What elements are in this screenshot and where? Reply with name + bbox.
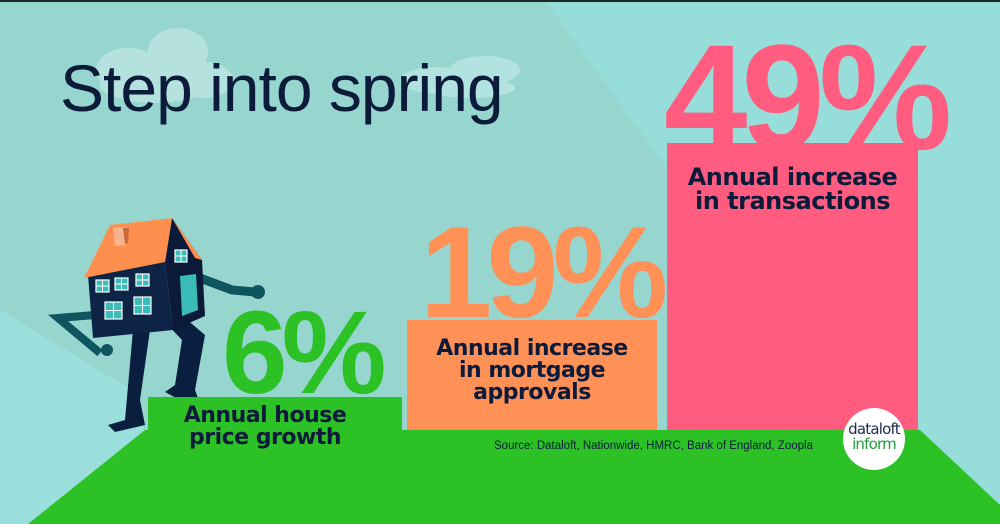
cloud-icon xyxy=(400,56,520,98)
house-character-icon xyxy=(47,218,265,432)
bar-transactions xyxy=(667,143,918,430)
stat-value-mortgage-approvals: 19% xyxy=(420,199,668,345)
stat-label-house-price-growth: Annual house price growth xyxy=(183,403,347,450)
page-title: Step into spring xyxy=(60,51,504,125)
logo-text-dataloft: dataloft xyxy=(848,420,900,438)
top-border xyxy=(0,0,1000,2)
ground xyxy=(28,430,1000,524)
stat-label-transactions: Annual increase in transactions xyxy=(687,163,898,215)
cloud-icon xyxy=(96,28,233,103)
dataloft-inform-logo: dataloft inform xyxy=(843,408,905,470)
stat-value-house-price-growth: 6% xyxy=(222,287,387,419)
stat-label-mortgage-approvals: Annual increase in mortgage approvals xyxy=(436,336,628,405)
logo-text-inform: inform xyxy=(852,435,897,453)
bar-mortgage-approvals xyxy=(407,320,657,430)
bar-house-price-growth xyxy=(148,397,402,437)
source-note: Source: Dataloft, Nationwide, HMRC, Bank… xyxy=(494,440,813,452)
